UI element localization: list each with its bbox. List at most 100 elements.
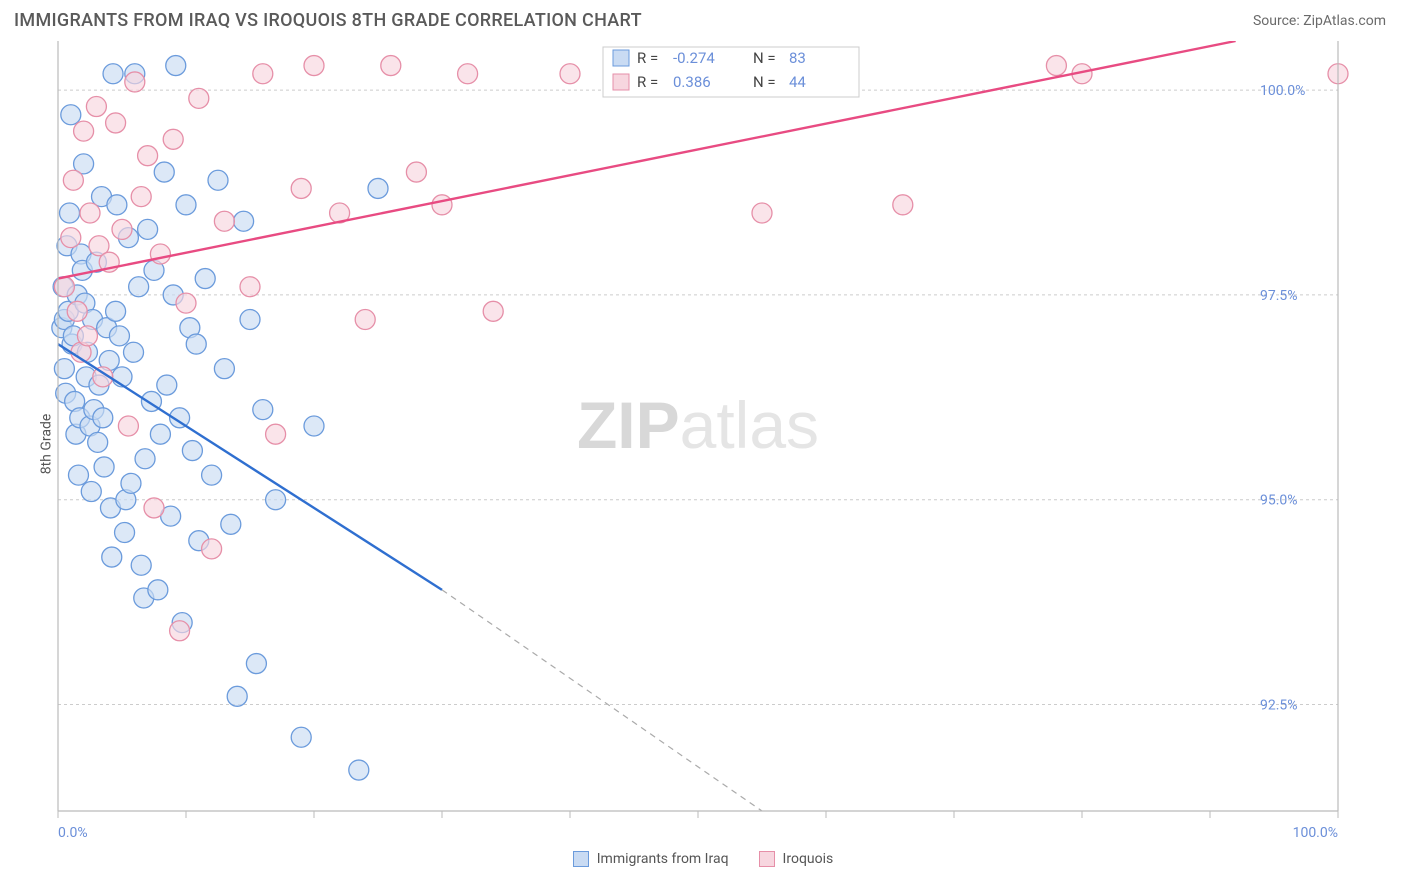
data-point-iraq [157, 375, 177, 395]
data-point-iroquois [291, 178, 311, 198]
data-point-iraq [68, 465, 88, 485]
data-point-iraq [166, 56, 186, 76]
data-point-iroquois [355, 310, 375, 330]
data-point-iraq [253, 400, 273, 420]
data-point-iroquois [138, 146, 158, 166]
legend-item: Iroquois [759, 851, 834, 867]
data-point-iroquois [253, 64, 273, 84]
data-point-iroquois [170, 621, 190, 641]
data-point-iraq [135, 449, 155, 469]
data-point-iraq [129, 277, 149, 297]
data-point-iroquois [432, 195, 452, 215]
stats-swatch-iraq [613, 50, 629, 66]
data-point-iraq [304, 416, 324, 436]
stats-swatch-iroquois [613, 74, 629, 90]
data-point-iraq [176, 195, 196, 215]
data-point-iroquois [752, 203, 772, 223]
legend-swatch [573, 851, 589, 867]
y-tick-label: 97.5% [1260, 288, 1298, 304]
data-point-iroquois [144, 498, 164, 518]
data-point-iraq [88, 432, 108, 452]
data-point-iroquois [560, 64, 580, 84]
data-point-iraq [138, 219, 158, 239]
legend-label: Iroquois [783, 851, 834, 867]
data-point-iraq [227, 686, 247, 706]
data-point-iraq [208, 170, 228, 190]
data-point-iraq [246, 654, 266, 674]
stats-r-value-iraq: -0.274 [673, 49, 715, 67]
data-point-iraq [93, 408, 113, 428]
data-point-iraq [109, 326, 129, 346]
y-tick-label: 100.0% [1260, 83, 1305, 99]
data-point-iraq [94, 457, 114, 477]
data-point-iroquois [118, 416, 138, 436]
stats-r-value-iroquois: 0.386 [673, 73, 711, 91]
stats-n-label: N = [753, 49, 776, 67]
data-point-iraq [148, 580, 168, 600]
data-point-iroquois [150, 244, 170, 264]
data-point-iraq [107, 195, 127, 215]
data-point-iraq [154, 162, 174, 182]
data-point-iraq [214, 359, 234, 379]
data-point-iroquois [131, 187, 151, 207]
data-point-iroquois [80, 203, 100, 223]
data-point-iroquois [266, 424, 286, 444]
data-point-iroquois [1046, 56, 1066, 76]
data-point-iraq [266, 490, 286, 510]
watermark: ZIPatlas [577, 388, 819, 462]
data-point-iraq [150, 424, 170, 444]
data-point-iroquois [61, 228, 81, 248]
data-point-iroquois [125, 72, 145, 92]
data-point-iraq [60, 203, 80, 223]
chart-area: 8th Grade 92.5%95.0%97.5%100.0%ZIPatlas0… [18, 41, 1388, 847]
legend: Immigrants from Iraq Iroquois [0, 851, 1406, 867]
data-point-iroquois [406, 162, 426, 182]
data-point-iraq [102, 547, 122, 567]
data-point-iraq [221, 514, 241, 534]
data-point-iraq [106, 301, 126, 321]
data-point-iraq [182, 441, 202, 461]
y-tick-label: 92.5% [1260, 698, 1298, 714]
data-point-iraq [240, 310, 260, 330]
chart-source: Source: ZipAtlas.com [1253, 13, 1386, 29]
data-point-iraq [186, 334, 206, 354]
stats-n-value-iroquois: 44 [789, 73, 806, 91]
x-tick-label: 0.0% [58, 825, 88, 841]
data-point-iroquois [483, 301, 503, 321]
data-point-iraq [291, 727, 311, 747]
stats-r-label: R = [637, 49, 658, 67]
data-point-iroquois [202, 539, 222, 559]
chart-title: IMMIGRANTS FROM IRAQ VS IROQUOIS 8TH GRA… [14, 10, 642, 31]
data-point-iraq [131, 555, 151, 575]
data-point-iraq [81, 482, 101, 502]
x-tick-label: 100.0% [1293, 825, 1338, 841]
data-point-iroquois [240, 277, 260, 297]
data-point-iroquois [63, 170, 83, 190]
trend-extrapolation-iraq [442, 590, 762, 811]
stats-n-value-iraq: 83 [789, 49, 806, 67]
data-point-iroquois [189, 88, 209, 108]
data-point-iraq [121, 473, 141, 493]
data-point-iraq [202, 465, 222, 485]
chart-header: IMMIGRANTS FROM IRAQ VS IROQUOIS 8TH GRA… [0, 0, 1406, 37]
stats-r-label: R = [637, 73, 658, 91]
data-point-iroquois [74, 121, 94, 141]
data-point-iroquois [381, 56, 401, 76]
data-point-iraq [195, 269, 215, 289]
data-point-iraq [368, 178, 388, 198]
data-point-iroquois [77, 326, 97, 346]
legend-swatch [759, 851, 775, 867]
data-point-iroquois [86, 97, 106, 117]
scatter-plot: 92.5%95.0%97.5%100.0%ZIPatlas0.0%100.0%R… [18, 41, 1388, 847]
data-point-iraq [124, 342, 144, 362]
data-point-iroquois [106, 113, 126, 133]
data-point-iroquois [163, 129, 183, 149]
data-point-iraq [61, 105, 81, 125]
data-point-iroquois [112, 219, 132, 239]
stats-n-label: N = [753, 73, 776, 91]
data-point-iroquois [214, 211, 234, 231]
y-axis-label: 8th Grade [38, 414, 54, 475]
legend-item: Immigrants from Iraq [573, 851, 729, 867]
data-point-iroquois [458, 64, 478, 84]
data-point-iroquois [304, 56, 324, 76]
